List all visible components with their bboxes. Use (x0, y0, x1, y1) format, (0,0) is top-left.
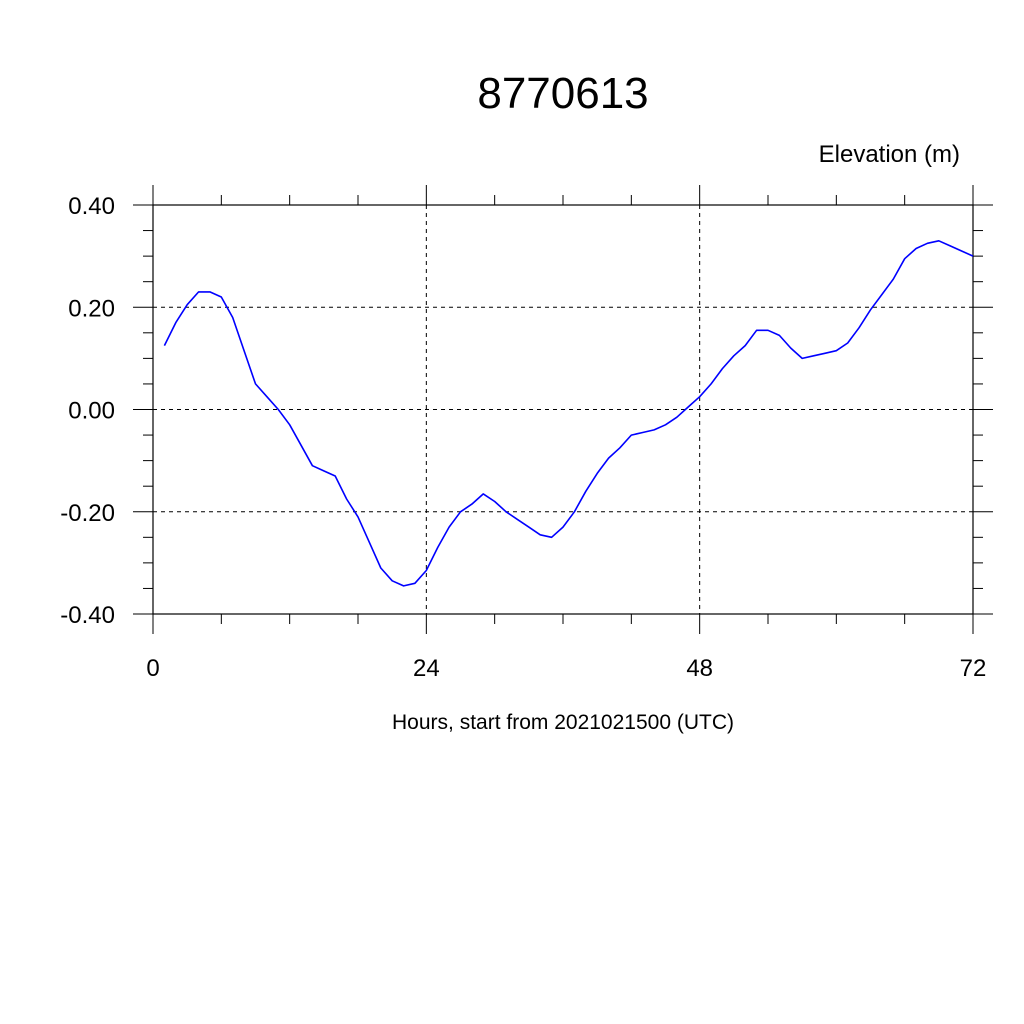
y-tick-label: 0.00 (68, 398, 115, 425)
y-tick-label: -0.20 (60, 500, 115, 527)
unit-label: Elevation (m) (819, 141, 960, 168)
y-tick-label: 0.20 (68, 295, 115, 322)
grid-layer (152, 204, 974, 615)
y-tick-labels: 0.40 0.20 0.00 -0.20 -0.40 (60, 193, 115, 629)
x-tick-label: 48 (686, 655, 713, 682)
series-layer (163, 240, 974, 587)
y-tick-label: 0.40 (68, 193, 115, 220)
chart-title: 8770613 (477, 69, 648, 118)
y-tick-label: -0.40 (60, 602, 115, 629)
tick-layer (133, 185, 993, 634)
x-tick-label: 0 (146, 655, 159, 682)
x-tick-label: 24 (413, 655, 440, 682)
plot-frame (152, 204, 974, 615)
series-line (163, 240, 974, 587)
x-tick-label: 72 (960, 655, 987, 682)
x-axis-label: Hours, start from 2021021500 (UTC) (392, 711, 734, 734)
x-tick-labels: 0 24 48 72 (146, 655, 986, 682)
